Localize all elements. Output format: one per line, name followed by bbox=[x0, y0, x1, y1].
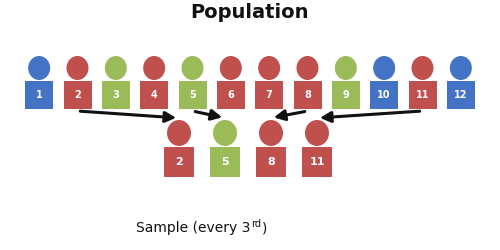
Ellipse shape bbox=[259, 120, 283, 146]
Text: 11: 11 bbox=[309, 157, 325, 167]
Ellipse shape bbox=[105, 56, 127, 80]
Text: 1: 1 bbox=[36, 90, 43, 100]
Bar bbox=[164, 147, 194, 177]
Text: Population: Population bbox=[191, 4, 309, 22]
Ellipse shape bbox=[296, 56, 318, 80]
Bar bbox=[370, 81, 398, 109]
Ellipse shape bbox=[28, 56, 50, 80]
Ellipse shape bbox=[66, 56, 88, 80]
Text: 12: 12 bbox=[454, 90, 468, 100]
Ellipse shape bbox=[305, 120, 329, 146]
Text: 8: 8 bbox=[267, 157, 275, 167]
Ellipse shape bbox=[182, 56, 204, 80]
Bar bbox=[332, 81, 360, 109]
Bar bbox=[140, 81, 168, 109]
Bar bbox=[64, 81, 92, 109]
Bar bbox=[302, 147, 332, 177]
Text: 9: 9 bbox=[342, 90, 349, 100]
Text: 3: 3 bbox=[112, 90, 119, 100]
Ellipse shape bbox=[412, 56, 434, 80]
Text: 4: 4 bbox=[151, 90, 158, 100]
Bar bbox=[102, 81, 130, 109]
Ellipse shape bbox=[335, 56, 357, 80]
Text: 11: 11 bbox=[416, 90, 429, 100]
Bar bbox=[217, 81, 245, 109]
Text: 10: 10 bbox=[378, 90, 391, 100]
Ellipse shape bbox=[373, 56, 395, 80]
Ellipse shape bbox=[213, 120, 237, 146]
Text: 7: 7 bbox=[266, 90, 272, 100]
Bar bbox=[210, 147, 240, 177]
Text: rd: rd bbox=[251, 219, 261, 229]
Text: 5: 5 bbox=[189, 90, 196, 100]
Ellipse shape bbox=[258, 56, 280, 80]
Text: 8: 8 bbox=[304, 90, 311, 100]
Text: Sample (every 3: Sample (every 3 bbox=[136, 221, 250, 235]
Bar bbox=[25, 81, 53, 109]
Bar bbox=[408, 81, 436, 109]
Text: ): ) bbox=[262, 221, 268, 235]
Bar bbox=[447, 81, 475, 109]
Ellipse shape bbox=[143, 56, 165, 80]
Text: 2: 2 bbox=[74, 90, 81, 100]
Ellipse shape bbox=[450, 56, 472, 80]
Bar bbox=[294, 81, 322, 109]
Bar bbox=[255, 81, 283, 109]
Ellipse shape bbox=[167, 120, 191, 146]
Ellipse shape bbox=[220, 56, 242, 80]
Bar bbox=[256, 147, 286, 177]
Text: 5: 5 bbox=[221, 157, 229, 167]
Text: 6: 6 bbox=[228, 90, 234, 100]
Bar bbox=[178, 81, 206, 109]
Text: 2: 2 bbox=[175, 157, 183, 167]
